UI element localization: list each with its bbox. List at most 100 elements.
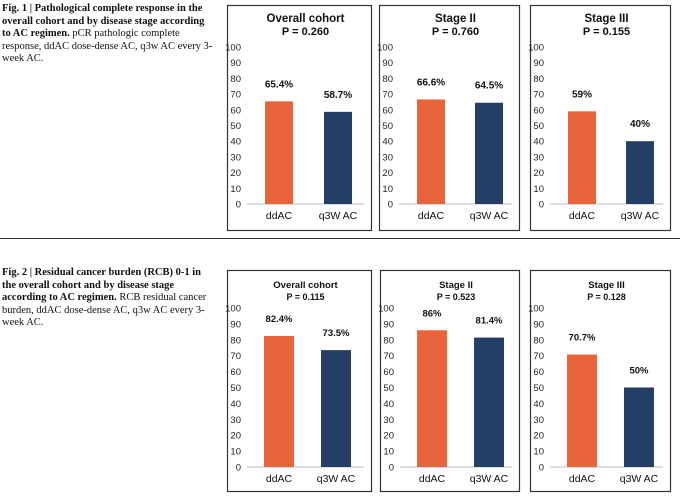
y-tick-label: 0 [539, 463, 544, 474]
x-category-label: q3W AC [317, 473, 356, 485]
figure-1-caption-title: Fig. 1 | Pathological complete response … [2, 3, 205, 40]
y-tick-label: 60 [383, 367, 394, 378]
figure-1-caption: Fig. 1 | Pathological complete response … [2, 3, 214, 66]
y-tick-label: 20 [230, 168, 241, 179]
y-tick-label: 0 [389, 463, 394, 474]
x-category-label: ddAC [569, 210, 596, 222]
y-tick-label: 20 [383, 431, 394, 442]
y-tick-label: 40 [230, 137, 241, 148]
y-tick-label: 40 [382, 137, 393, 148]
y-tick-label: 50 [230, 121, 241, 132]
y-tick-label: 100 [377, 43, 393, 54]
chart-title: Stage III [588, 280, 624, 291]
x-category-label: q3W AC [470, 210, 509, 222]
y-tick-label: 10 [383, 447, 394, 458]
y-tick-label: 10 [533, 447, 544, 458]
y-tick-label: 40 [533, 399, 544, 410]
y-tick-label: 100 [225, 304, 241, 315]
chart-p-value: P = 0.115 [286, 292, 324, 302]
y-tick-label: 80 [230, 335, 241, 346]
bar-ddac [417, 330, 447, 467]
data-label: 64.5% [475, 81, 503, 92]
y-tick-label: 70 [533, 351, 544, 362]
y-tick-label: 50 [383, 383, 394, 394]
y-tick-label: 80 [533, 335, 544, 346]
bar-q3wac [626, 141, 654, 204]
y-tick-label: 50 [382, 121, 393, 132]
y-tick-label: 50 [533, 121, 544, 132]
y-tick-label: 30 [533, 415, 544, 426]
bar-ddac [568, 111, 596, 204]
bar-q3wac [321, 350, 351, 467]
chart-p-value: P = 0.260 [282, 26, 329, 38]
y-tick-label: 60 [533, 105, 544, 116]
chart-title: Overall cohort [273, 280, 338, 291]
y-tick-label: 60 [230, 105, 241, 116]
data-label: 73.5% [323, 328, 350, 339]
figure-2-caption: Fig. 2 | Residual cancer burden (RCB) 0-… [2, 267, 214, 330]
y-tick-label: 40 [383, 399, 394, 410]
y-tick-label: 0 [236, 463, 241, 474]
y-tick-label: 70 [383, 351, 394, 362]
y-tick-label: 90 [383, 319, 394, 330]
bar-q3wac [324, 111, 352, 204]
x-category-label: ddAC [266, 473, 293, 485]
bar-q3wac [474, 337, 504, 467]
data-label: 70.7% [569, 333, 596, 344]
figure-2-caption-text: RCB residual cancer burden, ddAC dose-de… [2, 292, 207, 329]
figure-2-caption-title: Fig. 2 | Residual cancer burden (RCB) 0-… [2, 267, 201, 304]
x-category-label: ddAC [419, 473, 446, 485]
x-category-label: ddAC [569, 473, 596, 485]
y-tick-label: 20 [230, 431, 241, 442]
y-tick-label: 0 [539, 200, 544, 211]
data-label: 81.4% [476, 316, 503, 327]
y-tick-label: 30 [230, 415, 241, 426]
y-tick-label: 90 [230, 58, 241, 69]
y-tick-label: 90 [230, 319, 241, 330]
bar-ddac [264, 335, 294, 467]
y-tick-label: 60 [533, 367, 544, 378]
y-tick-label: 30 [383, 415, 394, 426]
data-label: 58.7% [324, 90, 352, 101]
y-tick-label: 100 [528, 43, 544, 54]
y-tick-label: 60 [382, 105, 393, 116]
data-label: 40% [630, 119, 650, 130]
y-tick-label: 10 [533, 184, 544, 195]
chart-title: Stage II [435, 13, 476, 25]
y-tick-label: 90 [533, 58, 544, 69]
y-tick-label: 10 [230, 447, 241, 458]
chart-title: Overall cohort [267, 13, 345, 25]
y-tick-label: 30 [382, 152, 393, 163]
chart-p-value: P = 0.760 [432, 26, 479, 38]
figure-1-caption-text: pCR pathologic complete response, ddAC d… [2, 28, 213, 65]
y-tick-label: 90 [382, 58, 393, 69]
fig1-stage-ii-chart: Stage IIP = 0.760 0 10 20 30 40 50 60 70 80 90 100 6… [377, 4, 521, 232]
y-tick-label: 70 [230, 90, 241, 101]
y-tick-label: 20 [382, 168, 393, 179]
y-tick-label: 0 [236, 200, 241, 211]
bar-q3wac [475, 102, 503, 204]
data-label: 65.4% [265, 79, 293, 90]
y-tick-label: 80 [533, 74, 544, 85]
x-category-label: q3W AC [470, 473, 509, 485]
bar-ddac [567, 354, 597, 467]
y-tick-label: 100 [378, 304, 394, 315]
y-tick-label: 30 [533, 152, 544, 163]
y-tick-label: 20 [533, 168, 544, 179]
y-tick-label: 80 [383, 335, 394, 346]
chart-p-value: P = 0.523 [437, 292, 476, 302]
chart-p-value: P = 0.155 [583, 26, 630, 38]
bar-ddac [265, 101, 293, 204]
y-tick-label: 40 [230, 399, 241, 410]
y-tick-label: 60 [230, 367, 241, 378]
y-tick-label: 90 [533, 319, 544, 330]
y-tick-label: 70 [230, 351, 241, 362]
data-label: 59% [572, 89, 592, 100]
x-category-label: q3W AC [319, 210, 358, 222]
x-category-label: ddAC [418, 210, 445, 222]
figure-divider [0, 238, 680, 239]
y-tick-label: 100 [528, 304, 544, 315]
